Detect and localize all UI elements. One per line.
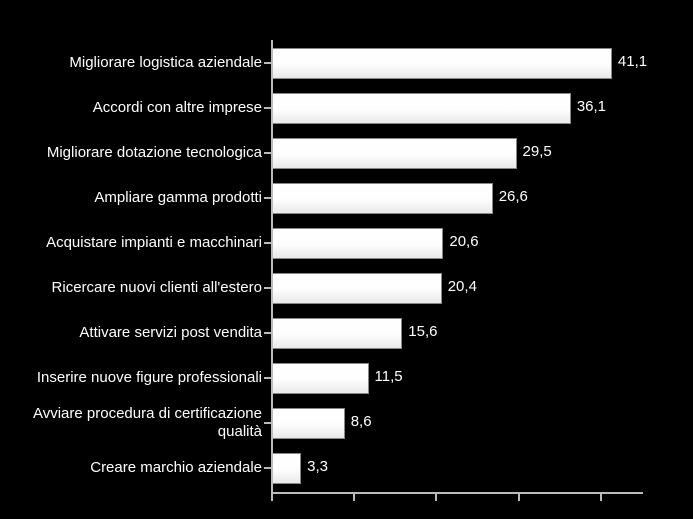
chart-row: Creare marchio aziendale 3,3 [0,445,693,490]
x-tick [271,494,273,501]
bar [272,363,369,394]
chart-row: Migliorare dotazione tecnologica 29,5 [0,130,693,175]
chart-row: Attivare servizi post vendita 15,6 [0,310,693,355]
y-tick [264,242,271,244]
y-tick [264,422,271,424]
value-label: 41,1 [618,53,647,70]
chart-row: Acquistare impianti e macchinari 20,6 [0,220,693,265]
category-label: Migliorare dotazione tecnologica [10,144,262,162]
bar [272,183,493,214]
y-tick [264,332,271,334]
bar [272,48,612,79]
category-label: Creare marchio aziendale [10,459,262,477]
category-label: Acquistare impianti e macchinari [10,234,262,252]
bar [272,453,301,484]
bar [272,138,517,169]
value-label: 36,1 [577,98,606,115]
value-label: 20,4 [448,278,477,295]
category-label: Accordi con altre imprese [10,99,262,117]
y-tick [264,287,271,289]
y-tick [264,107,271,109]
x-axis-line [271,492,643,494]
category-label: Attivare servizi post vendita [10,324,262,342]
x-tick [600,494,602,501]
category-label: Ampliare gamma prodotti [10,189,262,207]
category-label: Inserire nuove figure professionali [10,369,262,387]
y-tick [264,197,271,199]
chart-row: Avviare procedura di certificazione qual… [0,400,693,445]
value-label: 15,6 [408,323,437,340]
x-tick [353,494,355,501]
y-axis-line [271,40,273,492]
y-tick [264,467,271,469]
value-label: 11,5 [375,368,403,385]
y-tick [264,152,271,154]
y-tick [264,377,271,379]
chart-row: Accordi con altre imprese 36,1 [0,85,693,130]
chart-row: Ampliare gamma prodotti 26,6 [0,175,693,220]
bar [272,273,442,304]
bar [272,408,345,439]
bar [272,318,402,349]
x-tick [435,494,437,501]
value-label: 20,6 [449,233,478,250]
value-label: 3,3 [307,458,328,475]
chart-row: Ricercare nuovi clienti all'estero 20,4 [0,265,693,310]
value-label: 29,5 [523,143,552,160]
category-label: Avviare procedura di certificazione qual… [10,405,262,441]
bar [272,228,443,259]
value-label: 8,6 [351,413,372,430]
chart-row: Inserire nuove figure professionali 11,5 [0,355,693,400]
y-tick [264,62,271,64]
horizontal-bar-chart: Migliorare logistica aziendale 41,1 Accord… [0,0,693,519]
category-label: Ricercare nuovi clienti all'estero [10,279,262,297]
chart-row: Migliorare logistica aziendale 41,1 [0,40,693,85]
bar [272,93,571,124]
value-label: 26,6 [499,188,528,205]
category-label: Migliorare logistica aziendale [10,54,262,72]
x-tick [518,494,520,501]
